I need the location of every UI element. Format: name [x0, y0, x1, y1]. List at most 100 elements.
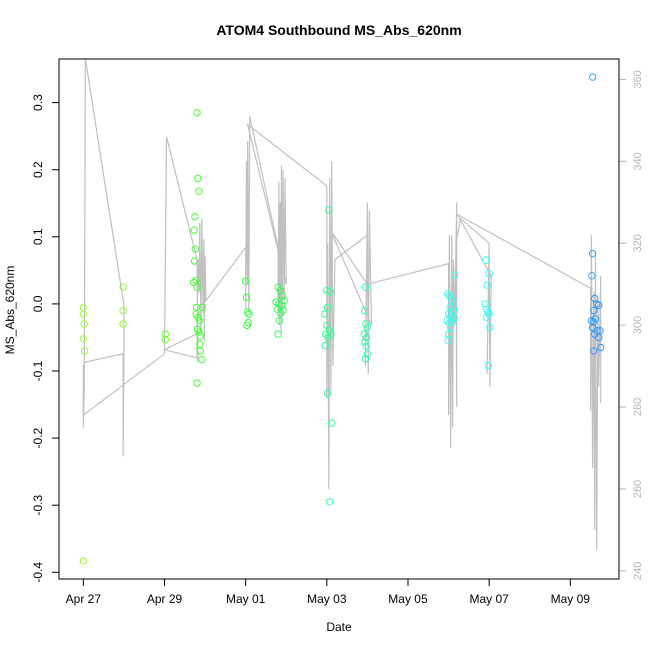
data-point [79, 335, 88, 343]
data-point [588, 73, 597, 81]
data-point [485, 270, 493, 278]
data-point [161, 330, 170, 338]
data-point [483, 281, 491, 289]
data-point [274, 330, 282, 338]
data-point [195, 187, 203, 195]
data-point [195, 328, 203, 336]
data-point [195, 317, 204, 325]
data-point [196, 347, 204, 355]
data-point [276, 309, 285, 317]
y2-tick-label: 280 [632, 398, 644, 416]
data-point [161, 335, 170, 344]
y-tick-label: -0.4 [31, 562, 45, 583]
y2-tick-label: 240 [632, 562, 644, 580]
data-point [484, 361, 492, 370]
data-point [448, 296, 456, 305]
data-point [588, 249, 597, 258]
data-point [119, 320, 127, 328]
data-point [444, 310, 453, 318]
data-point [80, 347, 89, 355]
data-point [243, 321, 251, 330]
data-point [361, 283, 370, 291]
y-tick-label: -0.2 [31, 427, 45, 448]
data-point [482, 256, 490, 264]
data-point [443, 317, 451, 325]
data-point [80, 320, 88, 328]
y-tick-label: 0.0 [31, 295, 45, 312]
x-axis-label: Date [326, 620, 352, 634]
data-point [590, 306, 598, 315]
data-point [196, 332, 204, 340]
data-point [323, 286, 331, 295]
x-tick-label: May 07 [469, 592, 509, 606]
y-tick-label: 0.3 [31, 94, 45, 111]
data-point [446, 323, 455, 332]
data-point [593, 300, 601, 308]
x-tick-label: Apr 29 [147, 592, 183, 606]
data-point [590, 347, 598, 355]
data-point [362, 342, 370, 350]
data-point [362, 333, 371, 342]
y-tick-label: 0.2 [31, 161, 45, 178]
x-tick-label: May 05 [388, 592, 428, 606]
x-tick-label: May 03 [307, 592, 347, 606]
data-point [486, 323, 494, 332]
y2-tick-label: 260 [632, 480, 644, 498]
data-point [328, 419, 336, 427]
y-tick-label: -0.3 [31, 495, 45, 516]
point-layer [79, 73, 605, 565]
x-tick-label: May 01 [226, 592, 266, 606]
y2-tick-label: 340 [632, 152, 644, 170]
data-point [324, 333, 332, 342]
data-point [484, 308, 492, 316]
data-point [363, 350, 372, 358]
data-point [597, 343, 605, 352]
data-point [445, 292, 454, 300]
data-point [190, 257, 199, 265]
data-point [326, 288, 334, 296]
data-point [361, 338, 369, 346]
data-point [588, 272, 596, 280]
data-point [191, 213, 199, 221]
data-point [360, 306, 369, 315]
data-point [321, 310, 329, 318]
y-tick-label: 0.1 [31, 228, 45, 245]
data-point [119, 306, 127, 315]
data-point [198, 355, 206, 364]
data-point [326, 498, 334, 506]
data-point [363, 323, 372, 332]
plot-frame [58, 58, 620, 580]
data-point [79, 557, 88, 565]
data-point [323, 303, 332, 311]
data-point [595, 301, 603, 309]
data-point [242, 293, 251, 301]
data-point [245, 310, 253, 318]
data-point [244, 308, 252, 316]
x-tick-label: May 09 [551, 592, 591, 606]
y2-tick-label: 320 [632, 234, 644, 252]
y-tick-label: -0.1 [31, 360, 45, 381]
data-point [275, 300, 283, 308]
data-point [198, 303, 206, 311]
data-point [589, 318, 598, 326]
data-point [481, 300, 489, 308]
data-point [194, 174, 202, 183]
data-point [596, 327, 604, 335]
data-point [323, 389, 332, 397]
y2-tick-label: 360 [632, 70, 644, 88]
x-tick-label: Apr 27 [66, 592, 102, 606]
data-point [79, 310, 88, 318]
y-axis-label: MS_Abs_620nm [3, 266, 17, 355]
data-point [194, 313, 202, 321]
data-point [280, 296, 288, 305]
data-point [595, 333, 603, 342]
data-point [325, 206, 333, 214]
data-point [278, 292, 286, 300]
line-series [82, 58, 602, 551]
data-point [451, 271, 459, 279]
y2-tick-label: 300 [632, 316, 644, 334]
data-point [321, 341, 329, 350]
data-point [119, 283, 127, 291]
chart-title: ATOM4 Southbound MS_Abs_620nm [216, 22, 461, 38]
